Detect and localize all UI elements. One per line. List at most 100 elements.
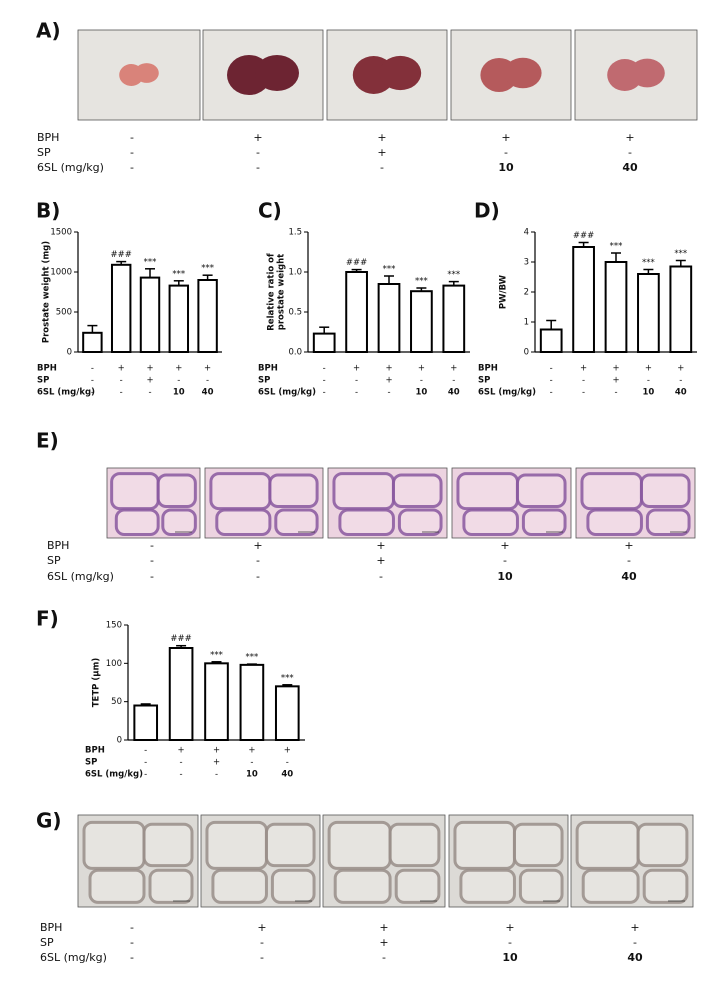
significance: *** (415, 277, 428, 287)
y-tick-label: 50 (111, 697, 122, 707)
treatment-sign: + (248, 746, 255, 756)
bar (572, 246, 595, 353)
treatment-sign: + (385, 364, 392, 374)
gland (581, 868, 640, 904)
significance: *** (210, 650, 223, 660)
significance: *** (201, 264, 214, 274)
gland (333, 868, 392, 904)
row-label: 6SL (mg/kg) (85, 770, 143, 780)
tissue (504, 57, 542, 89)
bar (312, 332, 336, 354)
y-axis-label: PW/BW (499, 274, 509, 309)
treatment-sign: - (260, 951, 264, 964)
gland (211, 868, 268, 904)
significance: *** (281, 673, 294, 683)
treatment-sign: - (150, 539, 154, 552)
row-label: SP (85, 758, 97, 768)
row-label: SP (40, 936, 54, 949)
treatment-sign: - (380, 161, 384, 174)
treatment-sign: - (130, 131, 134, 144)
treatment-sign: - (260, 936, 264, 949)
treatment-sign: - (256, 161, 260, 174)
panel-label: E) (36, 429, 59, 453)
gland (645, 508, 691, 536)
treatment-sign: - (508, 936, 512, 949)
row-label: BPH (37, 364, 57, 374)
bar (669, 265, 693, 353)
treatment-sign: - (286, 758, 289, 768)
treatment-sign: - (582, 388, 585, 398)
treatment-sign: - (256, 146, 260, 159)
significance: *** (172, 269, 185, 279)
significance: *** (383, 265, 396, 275)
y-tick-label: 500 (56, 308, 72, 318)
treatment-sign: + (505, 921, 514, 934)
y-tick-label: 1.0 (288, 268, 302, 278)
bar (110, 263, 132, 353)
gland (394, 868, 441, 904)
treatment-sign: + (580, 364, 587, 374)
treatment-sign: 40 (675, 388, 687, 398)
treatment-sign: + (624, 539, 633, 552)
y-axis-label: prostate weight (277, 254, 287, 331)
treatment-sign: - (323, 364, 326, 374)
gland (518, 868, 564, 904)
row-label: SP (478, 376, 490, 386)
row-label: BPH (85, 746, 105, 756)
panel-label: B) (36, 199, 60, 223)
gland (332, 472, 395, 511)
treatment-sign: - (180, 770, 183, 780)
gland (156, 473, 197, 508)
significance: *** (610, 242, 623, 252)
significance: *** (144, 257, 157, 267)
treatment-sign: - (180, 758, 183, 768)
treatment-sign: - (355, 376, 358, 386)
treatment-sign: + (377, 131, 386, 144)
bar (604, 261, 628, 353)
treatment-sign: - (130, 146, 134, 159)
row-label: SP (37, 376, 49, 386)
treatment-sign: - (91, 364, 94, 374)
treatment-sign: + (379, 936, 388, 949)
significance: ### (573, 231, 594, 241)
treatment-sign: - (150, 570, 154, 583)
treatment-sign: + (253, 131, 262, 144)
treatment-sign: - (150, 554, 154, 567)
row-label: 6SL (mg/kg) (47, 570, 114, 583)
significance: *** (246, 653, 259, 663)
y-tick-label: 1000 (50, 268, 72, 278)
treatment-sign: 40 (627, 951, 643, 964)
gland (327, 820, 392, 870)
treatment-sign: + (677, 364, 684, 374)
gland (110, 472, 160, 511)
treatment-sign: + (213, 746, 220, 756)
gland (338, 508, 395, 536)
treatment-sign: + (612, 364, 619, 374)
bar (539, 328, 563, 353)
y-tick-label: 0 (524, 348, 529, 358)
treatment-sign: - (130, 951, 134, 964)
treatment-sign: - (420, 376, 423, 386)
treatment-sign: 10 (642, 388, 654, 398)
treatment-sign: - (323, 388, 326, 398)
treatment-sign: 10 (246, 770, 258, 780)
bar (168, 647, 194, 741)
significance: ### (111, 250, 132, 260)
y-tick-label: 1500 (50, 228, 72, 238)
gland (205, 820, 268, 870)
gland (161, 508, 197, 536)
treatment-sign: + (213, 758, 220, 768)
treatment-sign: - (382, 951, 386, 964)
row-label: BPH (37, 131, 59, 144)
significance: *** (447, 270, 460, 280)
bar (133, 704, 159, 741)
treatment-sign: - (387, 388, 390, 398)
treatment-sign: + (418, 364, 425, 374)
y-tick-label: 0.5 (288, 308, 302, 318)
row-label: 6SL (mg/kg) (40, 951, 107, 964)
treatment-sign: + (257, 921, 266, 934)
treatment-sign: - (91, 388, 94, 398)
panel-label: C) (258, 199, 282, 223)
treatment-sign: 10 (497, 570, 513, 583)
treatment-sign: + (204, 364, 211, 374)
